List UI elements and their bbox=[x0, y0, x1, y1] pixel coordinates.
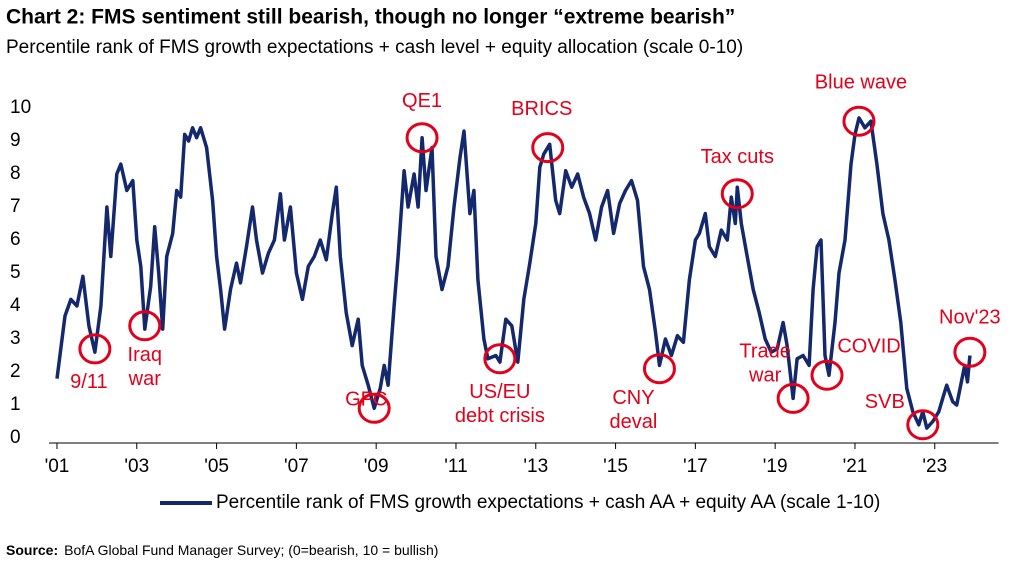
annotation-circle bbox=[357, 392, 391, 424]
annotation-circle bbox=[720, 178, 754, 210]
annotation-circle bbox=[776, 382, 810, 414]
annotation-circle bbox=[642, 353, 676, 385]
annotation-label: deval bbox=[610, 411, 658, 433]
annotation-circle bbox=[842, 105, 876, 137]
y-tick-label: 0 bbox=[10, 427, 21, 448]
y-tick-label: 6 bbox=[10, 229, 21, 250]
y-tick-label: 5 bbox=[10, 262, 21, 283]
annotation-label: US/EU bbox=[469, 381, 530, 403]
y-tick-label: 8 bbox=[10, 163, 21, 184]
annotation-label: debt crisis bbox=[455, 405, 545, 427]
data-line bbox=[55, 116, 972, 430]
x-tick-label: '21 bbox=[843, 456, 868, 477]
annotation-label: Blue wave bbox=[815, 71, 907, 93]
x-tick-label: '23 bbox=[922, 456, 947, 477]
annotation-label: CNY bbox=[612, 387, 654, 409]
x-tick-label: '05 bbox=[204, 456, 229, 477]
y-tick-label: 7 bbox=[10, 196, 21, 217]
source: Source: BofA Global Fund Manager Survey; … bbox=[6, 542, 438, 558]
x-tick-label: '17 bbox=[683, 456, 708, 477]
source-label: Source: bbox=[6, 542, 58, 558]
annotation-circle bbox=[906, 409, 940, 441]
annotation-circle bbox=[531, 132, 565, 164]
x-tick-label: '19 bbox=[763, 456, 788, 477]
annotation-label: Trade bbox=[739, 341, 791, 363]
annotation-label: COVID bbox=[837, 336, 900, 358]
x-tick-label: '09 bbox=[364, 456, 389, 477]
x-tick-label: '11 bbox=[444, 456, 467, 477]
annotation-label: QE1 bbox=[402, 90, 442, 112]
x-tick-label: '15 bbox=[603, 456, 628, 477]
y-tick-label: 9 bbox=[10, 130, 21, 151]
x-tick-label: '01 bbox=[45, 456, 70, 477]
annotation-circle bbox=[483, 343, 517, 375]
annotation-circle bbox=[953, 336, 987, 368]
annotation-label: SVB bbox=[865, 391, 905, 413]
annotation-label: BRICS bbox=[511, 98, 572, 120]
annotation-circle bbox=[810, 359, 844, 391]
annotation-circle bbox=[405, 122, 439, 154]
annotation-label: Nov'23 bbox=[939, 306, 1001, 328]
y-tick-label: 1 bbox=[10, 394, 21, 415]
source-text: BofA Global Fund Manager Survey; (0=bear… bbox=[64, 542, 438, 558]
x-tick-label: '13 bbox=[523, 456, 548, 477]
x-tick-label: '07 bbox=[284, 456, 309, 477]
annotation-label: 9/11 bbox=[70, 371, 107, 393]
annotation-label: Tax cuts bbox=[701, 146, 774, 168]
legend-label: Percentile rank of FMS growth expectatio… bbox=[216, 492, 880, 513]
chart-title: Chart 2: FMS sentiment still bearish, th… bbox=[6, 6, 735, 29]
x-tick-label: '03 bbox=[124, 456, 149, 477]
annotation-label: GFC bbox=[345, 389, 387, 411]
annotation-label: war bbox=[128, 368, 162, 390]
y-tick-label: 4 bbox=[10, 295, 21, 316]
annotation-label: Iraq bbox=[128, 344, 162, 366]
chart-subtitle: Percentile rank of FMS growth expectatio… bbox=[6, 37, 743, 58]
annotation-circle bbox=[128, 310, 162, 342]
y-tick-label: 10 bbox=[10, 97, 31, 118]
y-tick-label: 3 bbox=[10, 328, 21, 349]
y-tick-label: 2 bbox=[10, 361, 21, 382]
annotation-circle bbox=[78, 333, 112, 365]
annotation-label: war bbox=[748, 365, 782, 387]
